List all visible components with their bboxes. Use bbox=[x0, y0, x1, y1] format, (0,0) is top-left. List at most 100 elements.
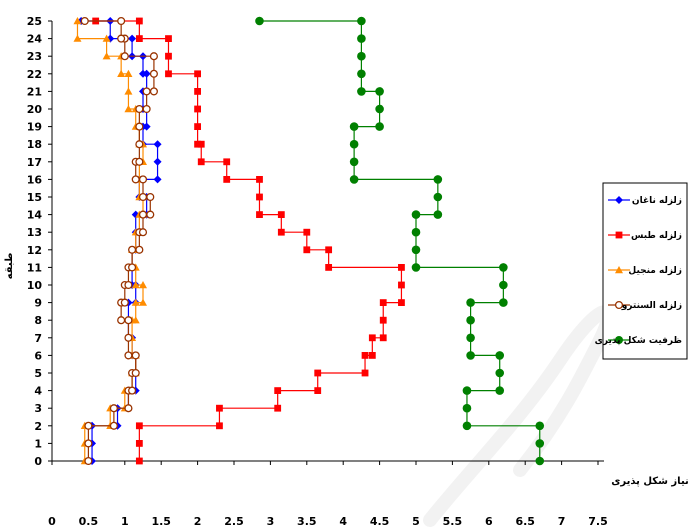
legend-item: زلزله طبس bbox=[608, 231, 682, 241]
data-point bbox=[303, 246, 311, 254]
data-point bbox=[135, 422, 143, 430]
data-point bbox=[117, 316, 126, 325]
legend-marker bbox=[615, 266, 623, 274]
data-point bbox=[303, 228, 311, 236]
series-1 bbox=[77, 17, 162, 465]
data-point bbox=[325, 246, 333, 254]
legend-item: زلزله ناغان bbox=[608, 196, 682, 206]
x-tick-label: 1 bbox=[121, 515, 129, 528]
data-point bbox=[153, 140, 162, 149]
y-tick-label: 19 bbox=[27, 121, 42, 134]
y-tick-label: 8 bbox=[34, 314, 42, 327]
series-line bbox=[76, 21, 144, 461]
data-point bbox=[131, 351, 140, 360]
data-point bbox=[411, 245, 421, 255]
y-tick-label: 22 bbox=[27, 68, 42, 81]
data-point bbox=[109, 404, 118, 413]
data-point bbox=[117, 16, 126, 26]
data-point bbox=[138, 210, 148, 219]
data-point bbox=[138, 175, 148, 184]
x-tick-label: 5 bbox=[412, 515, 420, 528]
data-point bbox=[411, 210, 421, 219]
data-point bbox=[277, 228, 285, 236]
data-point bbox=[368, 334, 376, 342]
x-tick-label: 2 bbox=[194, 515, 202, 528]
y-tick-label: 16 bbox=[27, 173, 43, 186]
data-point bbox=[135, 157, 144, 166]
y-tick-label: 3 bbox=[34, 402, 42, 415]
series-3 bbox=[73, 17, 147, 465]
axes: 0 0.5 1 1.5 2 2.5 3 3.5 4 4.5 5 5.5 6 6.5 7 7.501234567… bbox=[27, 15, 608, 528]
data-point bbox=[256, 193, 263, 201]
data-point bbox=[325, 264, 333, 271]
data-point bbox=[349, 139, 359, 149]
y-tick-label: 21 bbox=[27, 85, 42, 98]
data-point bbox=[117, 69, 126, 77]
y-tick-label: 11 bbox=[27, 261, 42, 274]
x-tick-label: 7 bbox=[558, 515, 566, 528]
data-point bbox=[223, 158, 231, 166]
data-point bbox=[433, 192, 443, 202]
data-point bbox=[139, 281, 147, 289]
legend-marker bbox=[614, 300, 624, 310]
data-point bbox=[499, 280, 508, 290]
y-tick-label: 17 bbox=[27, 156, 42, 169]
data-point bbox=[398, 264, 405, 271]
data-point bbox=[124, 333, 133, 342]
data-point bbox=[131, 368, 140, 378]
data-point bbox=[349, 175, 359, 184]
data-point bbox=[80, 16, 89, 26]
data-point bbox=[135, 122, 144, 131]
data-point bbox=[142, 122, 151, 131]
data-point bbox=[375, 104, 384, 114]
data-point bbox=[277, 211, 285, 218]
data-point bbox=[135, 245, 144, 254]
data-point bbox=[142, 87, 151, 96]
data-point bbox=[153, 175, 162, 184]
data-point bbox=[357, 87, 366, 96]
data-point bbox=[466, 298, 475, 307]
data-point bbox=[194, 123, 201, 130]
data-point bbox=[357, 34, 366, 43]
data-point bbox=[139, 298, 147, 306]
y-axis-label: طبقه bbox=[4, 253, 15, 280]
series-line bbox=[81, 20, 159, 461]
data-point bbox=[84, 439, 93, 448]
data-point bbox=[128, 34, 137, 43]
data-point bbox=[314, 369, 322, 377]
legend-item: زلزله السنترو bbox=[608, 300, 682, 311]
data-point bbox=[357, 69, 366, 79]
data-point bbox=[84, 456, 93, 466]
y-tick-label: 15 bbox=[27, 191, 42, 204]
data-point bbox=[153, 157, 162, 166]
x-tick-label: 4.5 bbox=[370, 515, 390, 528]
data-point bbox=[499, 298, 508, 307]
data-point bbox=[109, 421, 118, 430]
legend-label: زلزله السنترو bbox=[621, 301, 682, 311]
data-point bbox=[131, 281, 140, 289]
y-tick-label: 4 bbox=[34, 385, 42, 398]
data-point bbox=[149, 69, 158, 78]
data-point bbox=[495, 386, 505, 395]
data-point bbox=[357, 16, 366, 26]
data-point bbox=[124, 404, 133, 413]
data-point bbox=[124, 105, 133, 113]
data-point bbox=[466, 333, 475, 343]
data-point bbox=[131, 316, 140, 324]
legend-label: زلزله ناغان bbox=[632, 196, 682, 206]
series-line bbox=[259, 20, 541, 461]
data-point bbox=[368, 352, 376, 359]
data-point bbox=[128, 386, 137, 395]
data-point bbox=[128, 245, 137, 254]
data-point bbox=[138, 192, 148, 202]
y-tick-label: 10 bbox=[27, 279, 43, 292]
data-point bbox=[146, 192, 155, 202]
data-point bbox=[499, 263, 508, 272]
data-point bbox=[495, 351, 505, 360]
data-point bbox=[135, 457, 143, 465]
x-tick-label: 1.5 bbox=[151, 515, 171, 528]
data-point bbox=[361, 352, 369, 359]
x-tick-label: 5.5 bbox=[443, 515, 463, 528]
data-point bbox=[462, 421, 472, 431]
data-point bbox=[165, 35, 172, 42]
